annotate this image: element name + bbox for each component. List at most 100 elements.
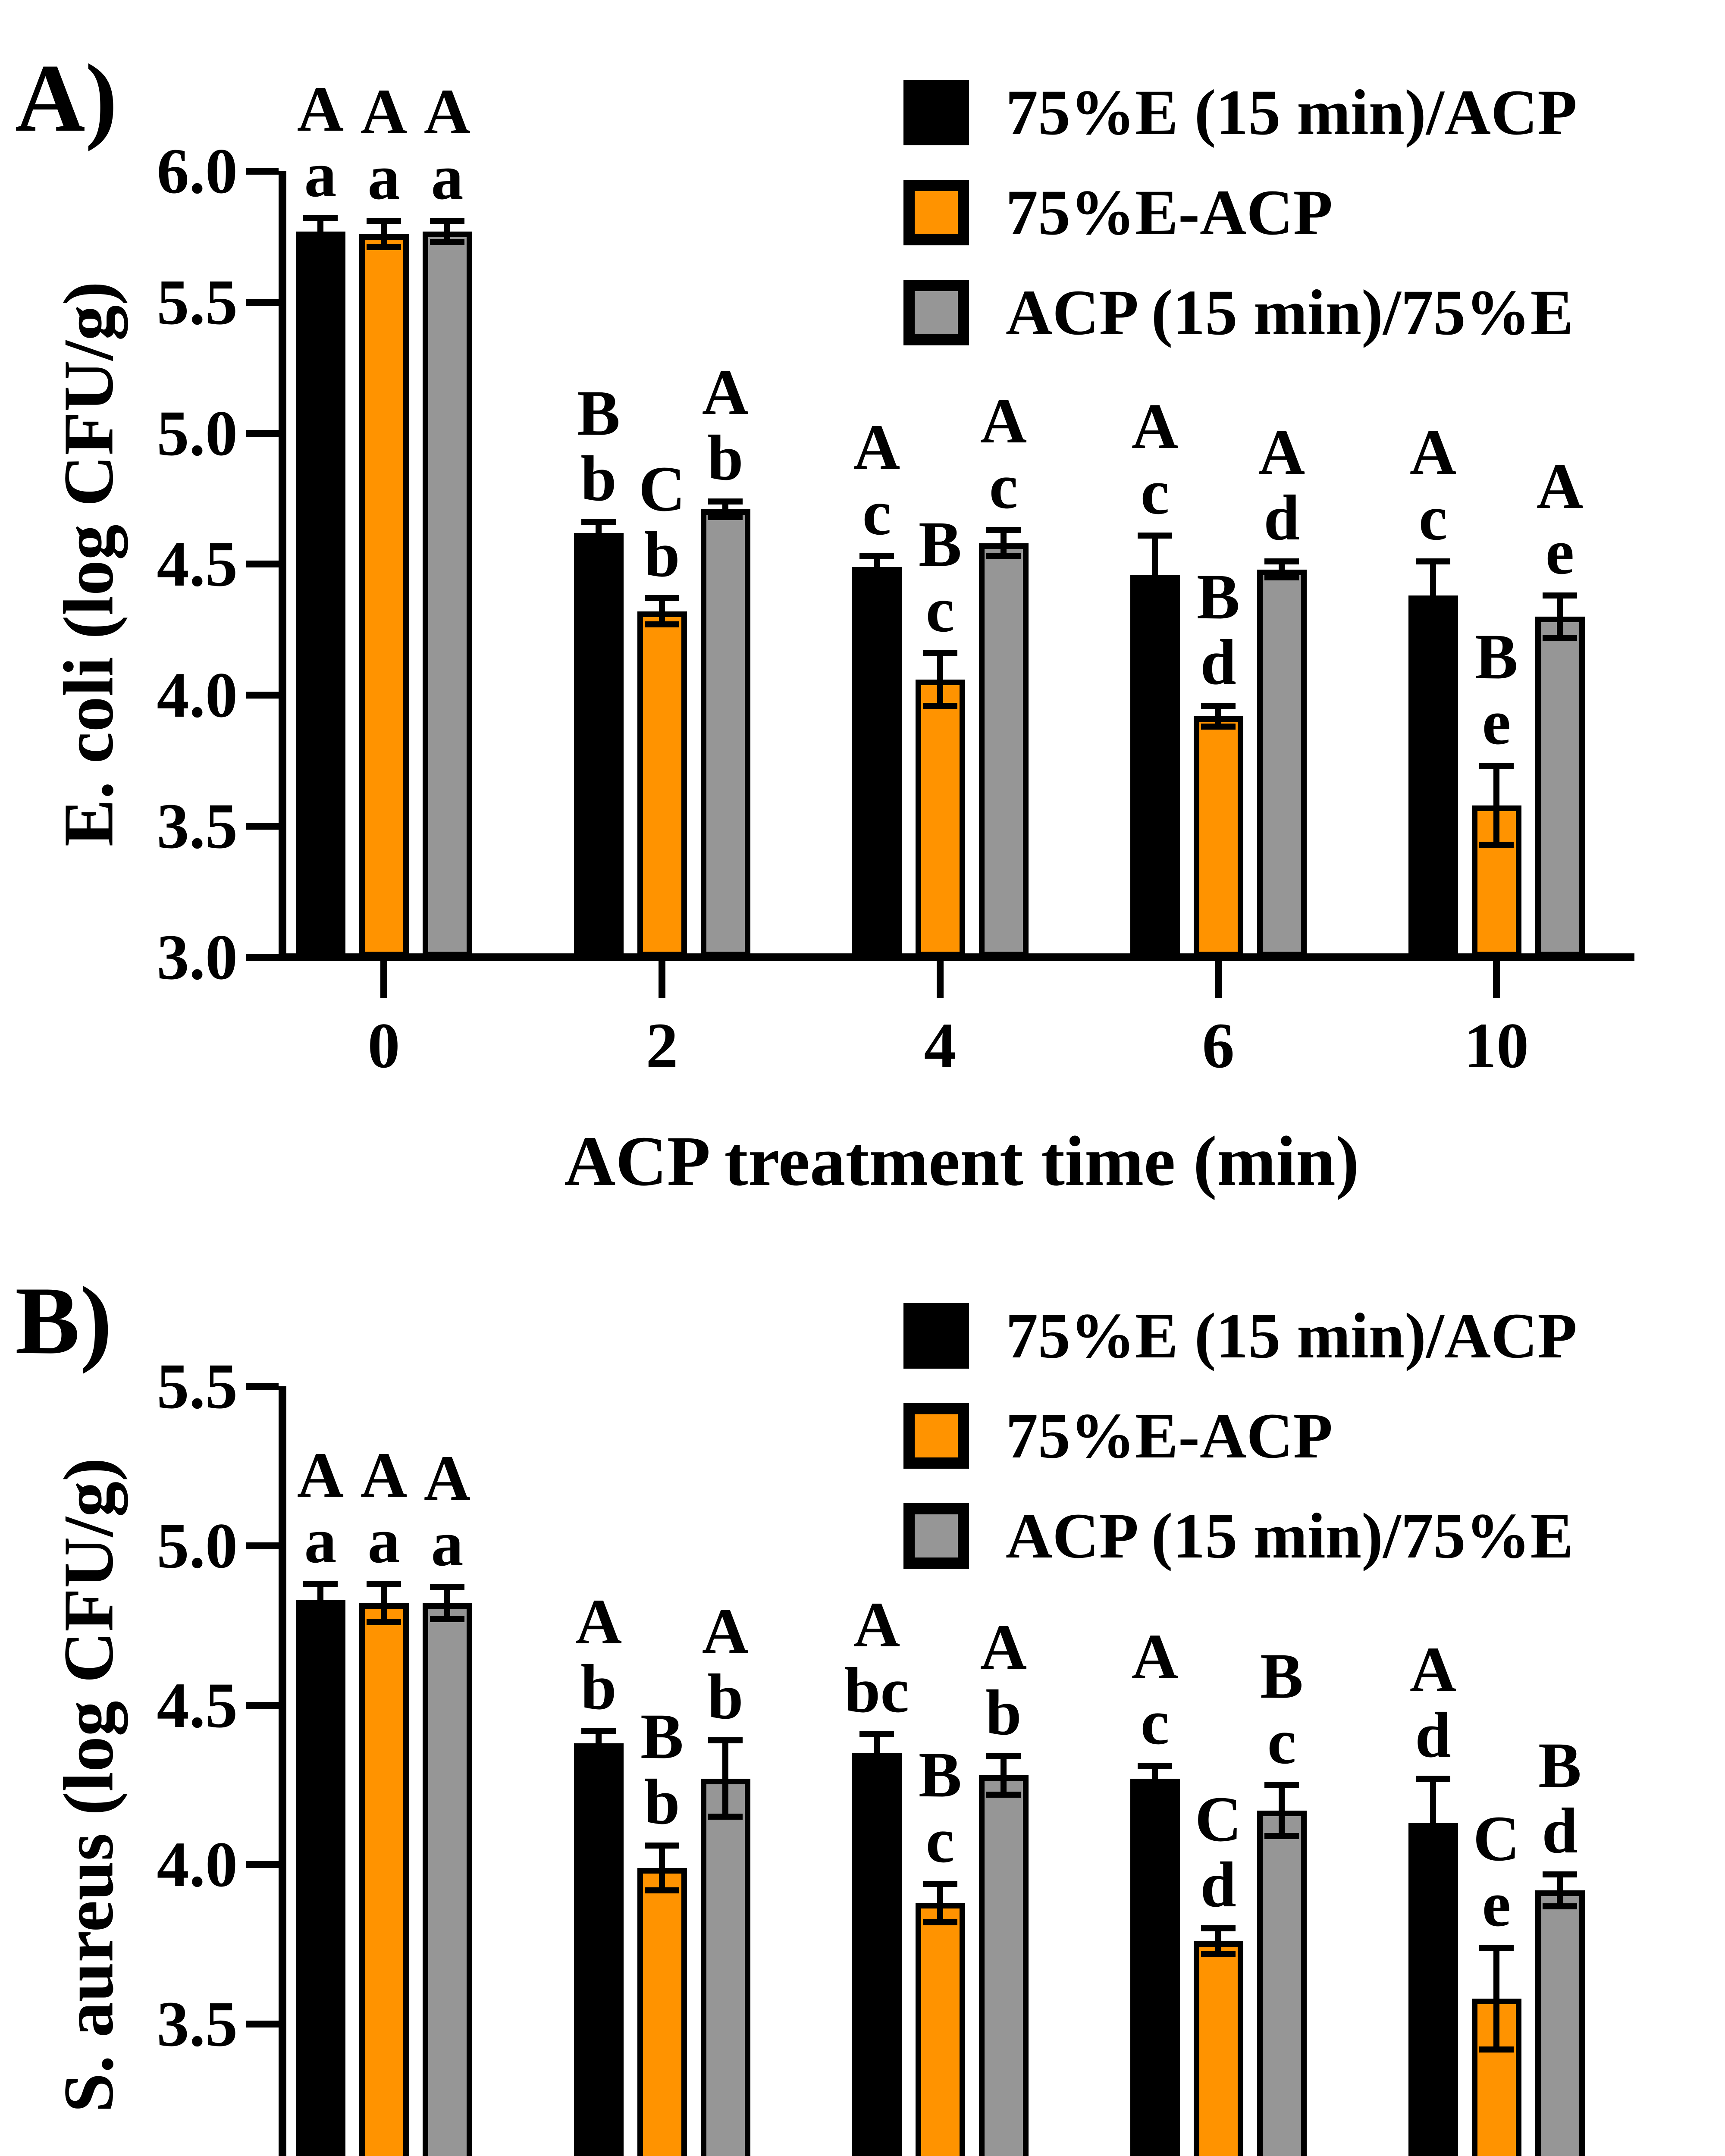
legend-swatch-black — [903, 1303, 969, 1369]
sig-letter-lower: b — [707, 422, 743, 494]
sig-letter-upper: A — [853, 1589, 900, 1661]
error-bar-line — [1215, 705, 1221, 727]
sig-letter-upper: A — [360, 1439, 408, 1511]
sig-letter-upper: A — [1409, 1633, 1457, 1705]
bar-gray — [1535, 1890, 1585, 2156]
legend-item: ACP (15 min)/75%E — [903, 1503, 1577, 1569]
y-tick-label: 5.5 — [157, 266, 238, 338]
bar-black — [574, 533, 624, 957]
legend-label: 75%E (15 min)/ACP — [1006, 1300, 1577, 1372]
y-tick-label: 5.5 — [157, 1351, 238, 1422]
sig-letter-upper: B — [577, 377, 621, 449]
sig-letter-upper: C — [638, 453, 686, 525]
sig-letter-lower: e — [1545, 516, 1574, 588]
bar-orange — [915, 679, 965, 957]
sig-letter-upper: A — [980, 385, 1027, 457]
y-tick — [246, 692, 279, 699]
sig-letter-lower: c — [1140, 1686, 1170, 1758]
panel-a-legend: 75%E (15 min)/ACP 75%E-ACP ACP (15 min)/… — [903, 80, 1577, 345]
x-tick-label: 6 — [1202, 1010, 1235, 1081]
y-tick-label: 4.5 — [157, 1669, 238, 1741]
error-bar-line — [1152, 535, 1158, 614]
error-bar-line — [659, 1846, 665, 1890]
error-bar-cap-top — [645, 1843, 679, 1849]
sig-letter-lower: b — [707, 1661, 743, 1733]
sig-letter-lower: c — [862, 477, 891, 549]
error-bar-cap-top — [1479, 1944, 1514, 1951]
error-bar-cap-bottom — [303, 1613, 338, 1619]
legend-swatch-black — [903, 80, 969, 145]
sig-letter-lower: c — [1140, 456, 1170, 528]
y-tick-label: 5.0 — [157, 397, 238, 469]
sig-letter-lower: d — [1200, 626, 1236, 698]
y-axis — [279, 1386, 286, 2156]
sig-letter-upper: B — [1196, 561, 1240, 633]
error-bar-cap-top — [303, 1581, 338, 1587]
error-bar-cap-top — [859, 1731, 894, 1737]
panel-b-y-axis-title: S. aureus (log CFU/g) — [49, 1457, 128, 2113]
error-bar-line — [444, 1587, 450, 1619]
sig-letter-upper: B — [1260, 1640, 1304, 1712]
y-tick — [246, 954, 279, 961]
legend-label: 75%E (15 min)/ACP — [1006, 77, 1577, 148]
error-bar-line — [1430, 1778, 1436, 1868]
legend-label: 75%E-ACP — [1006, 177, 1333, 248]
error-bar-cap-bottom — [1138, 611, 1172, 617]
error-bar-cap-top — [986, 527, 1021, 533]
error-bar-cap-top — [1201, 1925, 1236, 1932]
error-bar-cap-bottom — [581, 540, 616, 546]
sig-letter-lower: b — [580, 443, 617, 515]
x-tick — [1215, 961, 1222, 998]
bar-gray — [1535, 617, 1585, 957]
error-bar-cap-top — [923, 1880, 957, 1887]
legend-item: 75%E (15 min)/ACP — [903, 80, 1577, 145]
error-bar-cap-top — [1543, 1871, 1577, 1877]
y-tick-label: 5.0 — [157, 1510, 238, 1582]
bar-gray — [979, 543, 1029, 957]
error-bar-line — [937, 653, 943, 706]
sig-letter-upper: A — [423, 76, 471, 148]
y-tick-label: 4.5 — [157, 528, 238, 600]
x-tick-label: 10 — [1464, 1010, 1529, 1081]
legend-item: 75%E-ACP — [903, 180, 1577, 245]
error-bar-cap-top — [1138, 532, 1172, 539]
y-tick — [246, 2021, 279, 2028]
error-bar-cap-top — [1543, 592, 1577, 599]
error-bar-cap-top — [303, 215, 338, 222]
sig-letter-lower: b — [644, 1766, 680, 1838]
y-tick — [246, 298, 279, 306]
sig-letter-upper: A — [1131, 1621, 1179, 1693]
x-tick — [1493, 961, 1500, 998]
legend-label: 75%E-ACP — [1006, 1400, 1333, 1472]
error-bar-cap-bottom — [1416, 627, 1450, 633]
sig-letter-upper: A — [423, 1442, 471, 1514]
error-bar-cap-top — [1201, 702, 1236, 709]
y-tick-label: 4.0 — [157, 659, 238, 731]
sig-letter-lower: a — [431, 1507, 464, 1579]
sig-letter-upper: B — [640, 1701, 684, 1773]
panel-a-y-axis-title: E. coli (log CFU/g) — [49, 281, 128, 847]
error-bar-cap-bottom — [645, 621, 679, 628]
error-bar-line — [1557, 595, 1563, 638]
bar-gray — [700, 509, 750, 957]
sig-letter-lower: d — [1542, 1795, 1578, 1867]
error-bar-cap-bottom — [923, 702, 957, 709]
error-bar-line — [1557, 1874, 1563, 1906]
bar-black — [1408, 1823, 1458, 2156]
error-bar-line — [1279, 1785, 1285, 1836]
error-bar-cap-bottom — [708, 1814, 743, 1820]
error-bar-cap-bottom — [1138, 1788, 1172, 1795]
panel-a-x-axis-title: ACP treatment time (min) — [564, 1122, 1359, 1200]
legend-swatch-gray — [903, 280, 969, 345]
x-tick — [659, 961, 665, 998]
error-bar-cap-bottom — [430, 1616, 464, 1622]
bar-black — [852, 567, 902, 957]
error-bar-cap-top — [1138, 1763, 1172, 1769]
error-bar-line — [317, 218, 323, 245]
panel-b-legend: 75%E (15 min)/ACP 75%E-ACP ACP (15 min)/… — [903, 1303, 1577, 1569]
sig-letter-lower: bc — [844, 1655, 909, 1727]
sig-letter-lower: c — [989, 451, 1018, 523]
x-tick-label: 4 — [924, 1010, 957, 1081]
error-bar-cap-top — [923, 650, 957, 657]
